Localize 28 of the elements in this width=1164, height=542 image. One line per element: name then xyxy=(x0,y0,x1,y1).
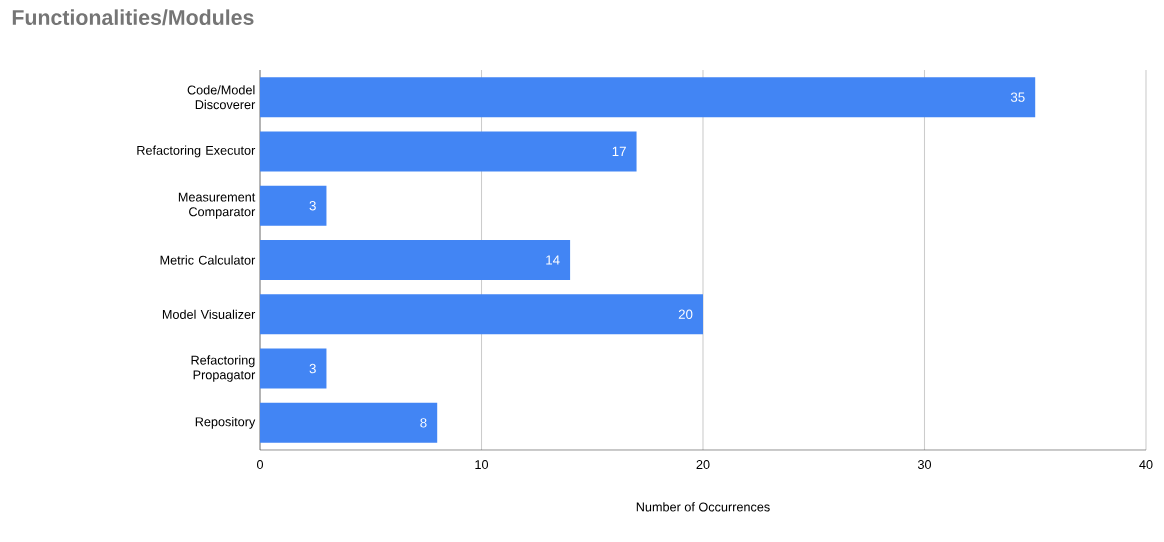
y-tick-label: Model Visualizer xyxy=(162,309,256,319)
bar xyxy=(260,348,327,389)
bar xyxy=(260,131,637,172)
y-tick-label: Repository xyxy=(195,416,256,429)
y-tick-label: Code/Model Discoverer xyxy=(187,85,256,110)
data-label: 20 xyxy=(678,309,693,319)
y-tick-label: Refactoring Executor xyxy=(137,145,256,158)
y-tick-label: Metric Calculator xyxy=(160,255,256,265)
data-label: 14 xyxy=(546,255,560,265)
y-tick-label: Refactoring Propagator xyxy=(191,355,256,382)
bar xyxy=(260,294,703,335)
data-label: 35 xyxy=(1010,92,1025,102)
data-label: 3 xyxy=(309,363,316,374)
x-axis-title: Number of Occurrences xyxy=(636,502,770,512)
x-tick-label: 30 xyxy=(917,460,932,470)
x-tick-label: 20 xyxy=(696,460,710,470)
bar xyxy=(260,185,327,226)
data-label: 17 xyxy=(612,146,626,157)
bar xyxy=(260,402,438,443)
x-tick-label: 40 xyxy=(1139,460,1153,470)
y-tick-label: Measurement Comparator xyxy=(178,192,256,219)
bar xyxy=(260,240,571,280)
x-tick-label: 0 xyxy=(256,460,264,470)
data-label: 8 xyxy=(420,418,427,428)
chart-title: Functionalities/Modules xyxy=(12,9,254,26)
data-label: 3 xyxy=(309,201,316,211)
bar xyxy=(260,77,1036,118)
x-tick-label: 10 xyxy=(475,460,489,470)
